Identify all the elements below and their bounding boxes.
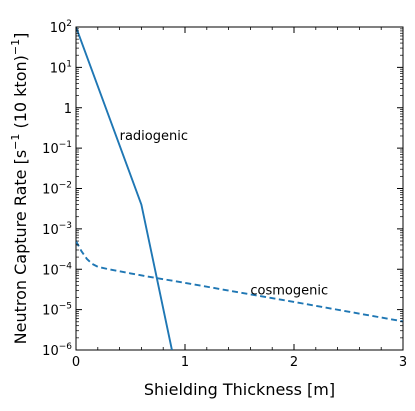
x-tick-label: 0 xyxy=(72,355,80,370)
y-tick-label: 10−5 xyxy=(42,302,72,319)
annotation-cosmogenic: cosmogenic xyxy=(250,283,328,298)
y-axis-label: Neutron Capture Rate [s−1 (10 kton)−1] xyxy=(9,33,30,345)
axis-label-layer: Shielding Thickness [m] Neutron Capture R… xyxy=(9,33,335,399)
y-tick-label: 10−4 xyxy=(42,261,72,278)
x-tick-label: 3 xyxy=(399,355,407,370)
y-tick-label: 102 xyxy=(50,19,72,36)
tick-layer: 0 1 2 3 102 101 1 10−1 10−2 10−3 10−4 10−5 10−6 xyxy=(42,19,407,370)
series-layer xyxy=(76,27,403,350)
x-tick-label: 2 xyxy=(290,355,298,370)
y-tick-label: 1 xyxy=(64,102,72,117)
plot-area xyxy=(75,26,404,351)
annotation-layer: radiogenic cosmogenic xyxy=(120,129,329,298)
annotation-radiogenic: radiogenic xyxy=(120,129,188,144)
series-line-cosmogenic xyxy=(76,240,403,323)
y-tick-label: 10−2 xyxy=(42,181,72,198)
y-tick-label: 10−1 xyxy=(42,140,72,157)
x-axis-label: Shielding Thickness [m] xyxy=(144,380,335,399)
x-tick-label: 1 xyxy=(181,355,189,370)
y-tick-label: 10−3 xyxy=(42,221,72,238)
y-tick-label: 101 xyxy=(50,59,72,76)
series-line-radiogenic xyxy=(76,27,173,350)
y-tick-label: 10−6 xyxy=(42,342,72,359)
plot-frame xyxy=(75,26,404,351)
